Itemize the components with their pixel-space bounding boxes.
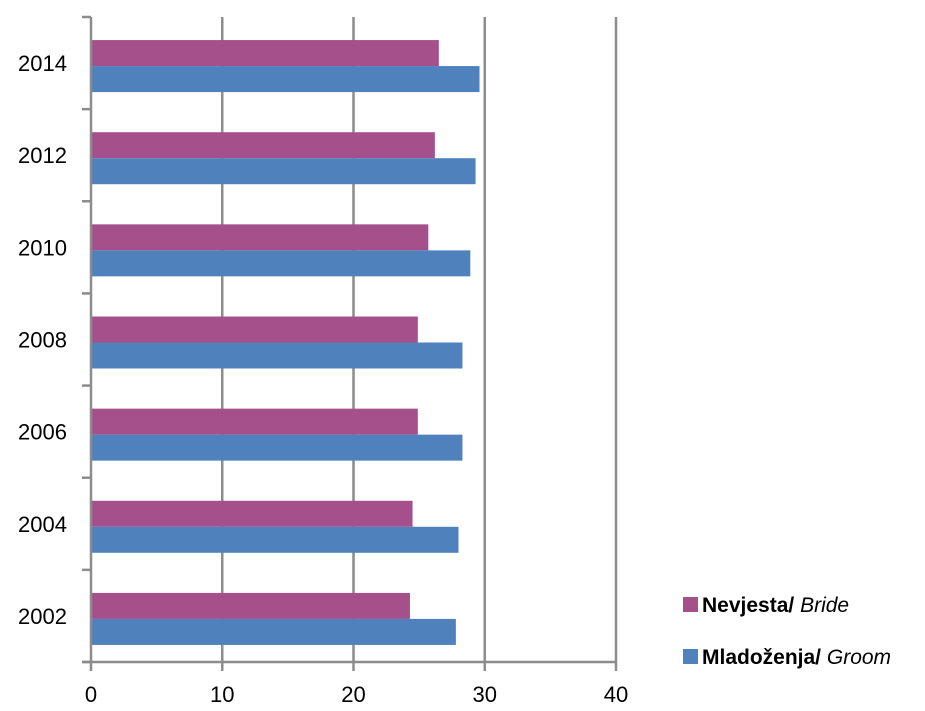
y-tick-label-2002: 2002 xyxy=(18,604,67,629)
bar-2012-bride xyxy=(91,132,435,159)
legend-swatch-groom xyxy=(683,649,698,664)
bar-2008-bride xyxy=(91,316,418,343)
bar-2008-groom xyxy=(91,342,463,369)
bar-2014-groom xyxy=(91,66,480,93)
bars xyxy=(91,40,480,645)
bar-2004-groom xyxy=(91,526,459,553)
bar-2012-groom xyxy=(91,158,476,185)
legend: Nevjesta/ Bride Mladoženja/ Groom xyxy=(683,594,891,669)
y-tick-label-2010: 2010 xyxy=(18,235,67,260)
x-tick-label-30: 30 xyxy=(473,682,497,707)
bar-2006-groom xyxy=(91,434,463,461)
x-tick-label-20: 20 xyxy=(341,682,365,707)
bar-2004-bride xyxy=(91,500,413,527)
bar-2002-groom xyxy=(91,618,456,645)
axes xyxy=(82,15,618,671)
bar-2006-bride xyxy=(91,408,418,435)
bar-2002-bride xyxy=(91,592,410,619)
legend-item-groom: Mladoženja/ Groom xyxy=(683,646,891,669)
tick-labels: 2002 2004 2006 2008 2010 2012 2014 0 10 20 30 40 xyxy=(18,51,628,707)
y-tick-label-2012: 2012 xyxy=(18,143,67,168)
legend-item-bride: Nevjesta/ Bride xyxy=(683,594,849,617)
y-tick-label-2014: 2014 xyxy=(18,51,67,76)
x-tick-label-10: 10 xyxy=(210,682,234,707)
y-tick-label-2004: 2004 xyxy=(18,512,67,537)
legend-swatch-bride xyxy=(683,597,698,612)
x-tick-label-40: 40 xyxy=(604,682,628,707)
y-tick-label-2006: 2006 xyxy=(18,420,67,445)
bar-2014-bride xyxy=(91,40,439,67)
y-tick-label-2008: 2008 xyxy=(18,328,67,353)
x-tick-label-0: 0 xyxy=(85,682,97,707)
bar-2010-bride xyxy=(91,224,429,251)
legend-label-groom: Mladoženja/ Groom xyxy=(702,646,891,669)
bar-2010-groom xyxy=(91,250,471,277)
legend-label-bride: Nevjesta/ Bride xyxy=(702,594,849,617)
